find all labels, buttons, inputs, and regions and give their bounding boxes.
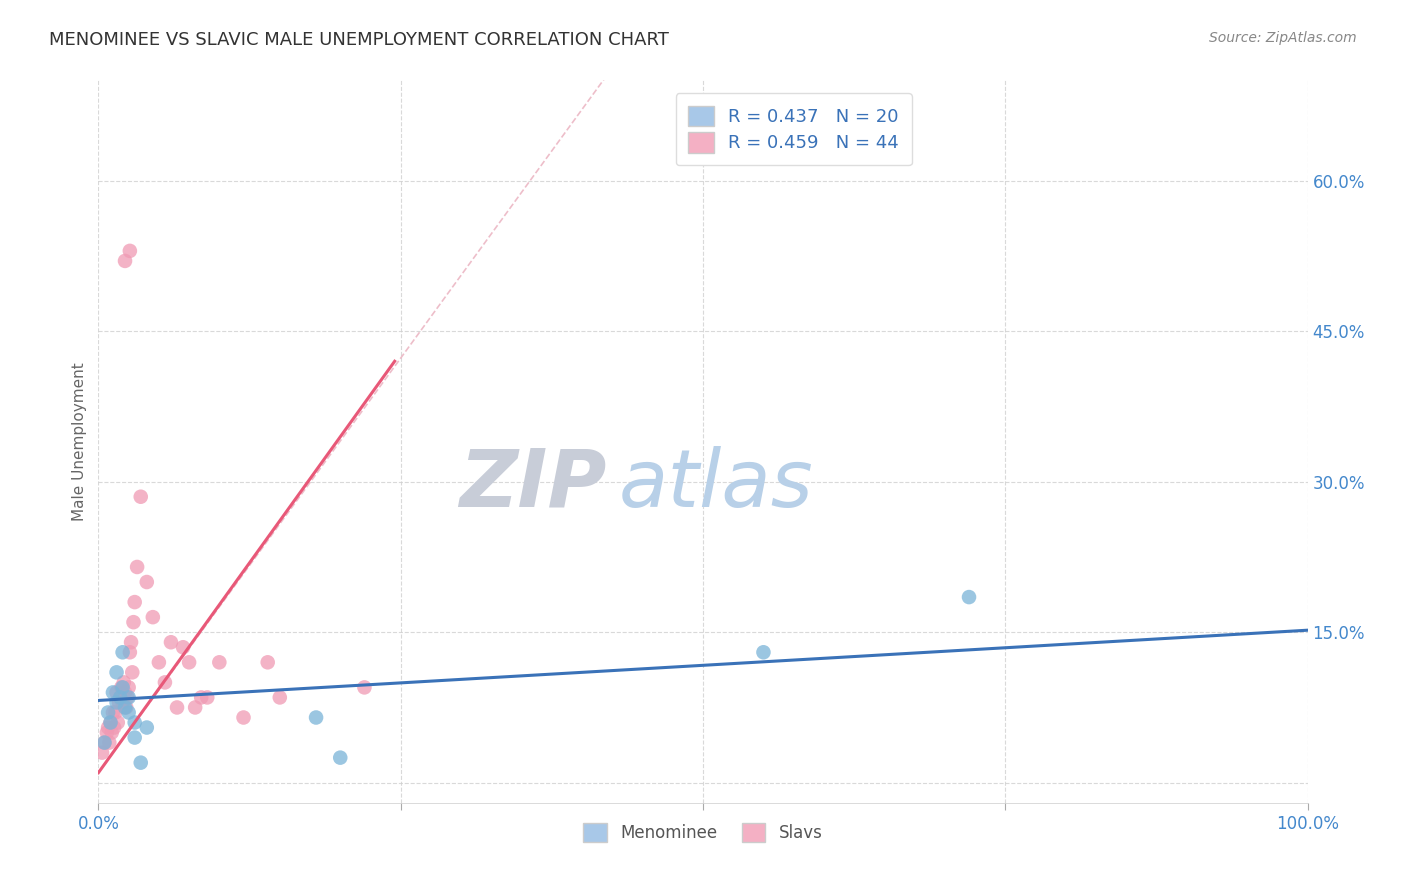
Point xyxy=(184,700,207,714)
Point xyxy=(105,696,128,710)
Point xyxy=(142,610,165,624)
Point xyxy=(127,560,149,574)
Point xyxy=(124,595,146,609)
Point xyxy=(100,715,122,730)
Point xyxy=(135,574,157,589)
Point xyxy=(108,696,131,710)
Point xyxy=(256,655,278,669)
Point xyxy=(105,685,128,699)
Point xyxy=(752,645,775,659)
Point xyxy=(91,746,114,760)
Text: Source: ZipAtlas.com: Source: ZipAtlas.com xyxy=(1209,31,1357,45)
Point xyxy=(172,640,194,655)
Point xyxy=(97,706,120,720)
Point xyxy=(329,750,352,764)
Point xyxy=(112,675,135,690)
Point xyxy=(105,665,128,680)
Point xyxy=(353,681,375,695)
Point xyxy=(118,681,141,695)
Point xyxy=(269,690,291,705)
Point xyxy=(108,690,131,705)
Point xyxy=(110,681,132,695)
Point xyxy=(148,655,170,669)
Point xyxy=(101,685,124,699)
Point xyxy=(111,645,134,659)
Point xyxy=(153,675,176,690)
Point xyxy=(118,645,141,659)
Point xyxy=(93,735,115,749)
Point xyxy=(195,690,218,705)
Point xyxy=(166,700,188,714)
Point xyxy=(111,696,134,710)
Point xyxy=(118,690,141,705)
Point xyxy=(107,715,129,730)
Point xyxy=(96,725,118,739)
Point xyxy=(135,721,157,735)
Point xyxy=(124,731,146,745)
Point xyxy=(124,715,146,730)
Point xyxy=(104,706,127,720)
Point xyxy=(208,655,231,669)
Point xyxy=(108,690,131,705)
Point xyxy=(114,685,136,699)
Point xyxy=(103,721,125,735)
Point xyxy=(120,635,142,649)
Point xyxy=(115,700,138,714)
Y-axis label: Male Unemployment: Male Unemployment xyxy=(72,362,87,521)
Point xyxy=(100,725,122,739)
Text: MENOMINEE VS SLAVIC MALE UNEMPLOYMENT CORRELATION CHART: MENOMINEE VS SLAVIC MALE UNEMPLOYMENT CO… xyxy=(49,31,669,49)
Point xyxy=(93,735,115,749)
Text: ZIP: ZIP xyxy=(458,446,606,524)
Point xyxy=(118,244,141,258)
Point xyxy=(114,253,136,268)
Point xyxy=(122,615,145,630)
Point xyxy=(129,756,152,770)
Point xyxy=(232,710,254,724)
Point xyxy=(160,635,183,649)
Point xyxy=(118,706,141,720)
Point xyxy=(111,681,134,695)
Point xyxy=(957,590,980,604)
Point xyxy=(100,715,122,730)
Text: atlas: atlas xyxy=(619,446,813,524)
Legend: Menominee, Slavs: Menominee, Slavs xyxy=(576,816,830,848)
Point xyxy=(179,655,201,669)
Point xyxy=(97,721,120,735)
Point xyxy=(98,735,121,749)
Point xyxy=(114,700,136,714)
Point xyxy=(305,710,328,724)
Point xyxy=(117,690,139,705)
Point xyxy=(129,490,152,504)
Point xyxy=(101,706,124,720)
Point xyxy=(121,665,143,680)
Point xyxy=(190,690,212,705)
